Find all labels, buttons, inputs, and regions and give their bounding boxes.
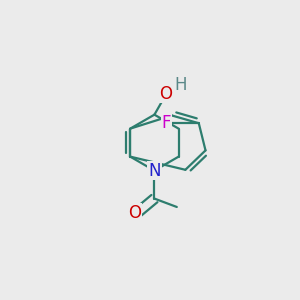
- Text: N: N: [148, 162, 161, 180]
- Text: H: H: [175, 76, 187, 94]
- Text: F: F: [162, 114, 171, 132]
- Text: O: O: [128, 204, 141, 222]
- Text: O: O: [159, 85, 172, 103]
